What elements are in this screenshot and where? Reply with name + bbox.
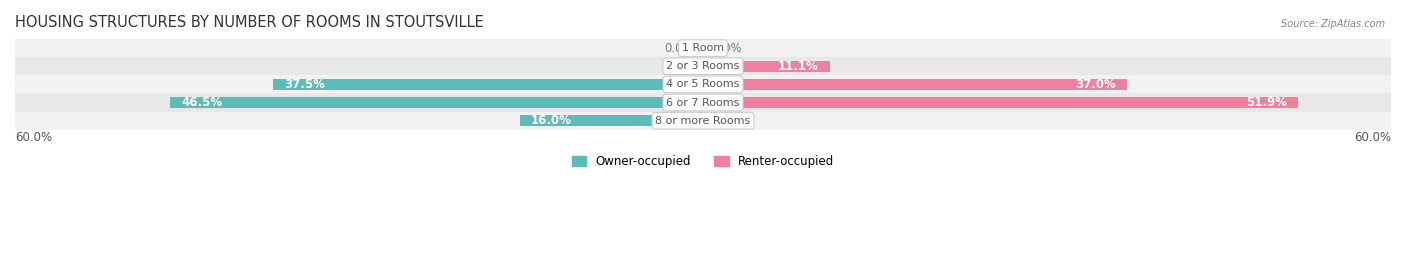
Bar	[703, 61, 831, 72]
Text: 0.0%: 0.0%	[664, 60, 693, 73]
Text: 60.0%: 60.0%	[15, 131, 52, 144]
Bar	[703, 79, 1128, 90]
Bar	[520, 115, 703, 126]
Text: 8 or more Rooms: 8 or more Rooms	[655, 116, 751, 126]
Bar	[15, 93, 1391, 112]
Bar	[15, 57, 1391, 75]
Text: 51.9%: 51.9%	[1246, 96, 1286, 109]
Text: HOUSING STRUCTURES BY NUMBER OF ROOMS IN STOUTSVILLE: HOUSING STRUCTURES BY NUMBER OF ROOMS IN…	[15, 15, 484, 30]
Text: 37.5%: 37.5%	[284, 78, 325, 91]
Bar	[170, 97, 703, 108]
Text: Source: ZipAtlas.com: Source: ZipAtlas.com	[1281, 19, 1385, 29]
Text: 4 or 5 Rooms: 4 or 5 Rooms	[666, 79, 740, 89]
Text: 16.0%: 16.0%	[531, 114, 572, 127]
Text: 37.0%: 37.0%	[1076, 78, 1116, 91]
Text: 60.0%: 60.0%	[1354, 131, 1391, 144]
Text: 11.1%: 11.1%	[778, 60, 818, 73]
Bar	[15, 112, 1391, 130]
Text: 46.5%: 46.5%	[181, 96, 222, 109]
Text: 2 or 3 Rooms: 2 or 3 Rooms	[666, 61, 740, 71]
Text: 6 or 7 Rooms: 6 or 7 Rooms	[666, 98, 740, 108]
Bar	[273, 79, 703, 90]
Text: 1 Room: 1 Room	[682, 43, 724, 53]
Text: 0.0%: 0.0%	[713, 114, 742, 127]
Bar	[703, 97, 1298, 108]
Text: 0.0%: 0.0%	[664, 42, 693, 55]
Bar	[15, 75, 1391, 93]
Legend: Owner-occupied, Renter-occupied: Owner-occupied, Renter-occupied	[567, 150, 839, 173]
Bar	[15, 39, 1391, 57]
Text: 0.0%: 0.0%	[713, 42, 742, 55]
